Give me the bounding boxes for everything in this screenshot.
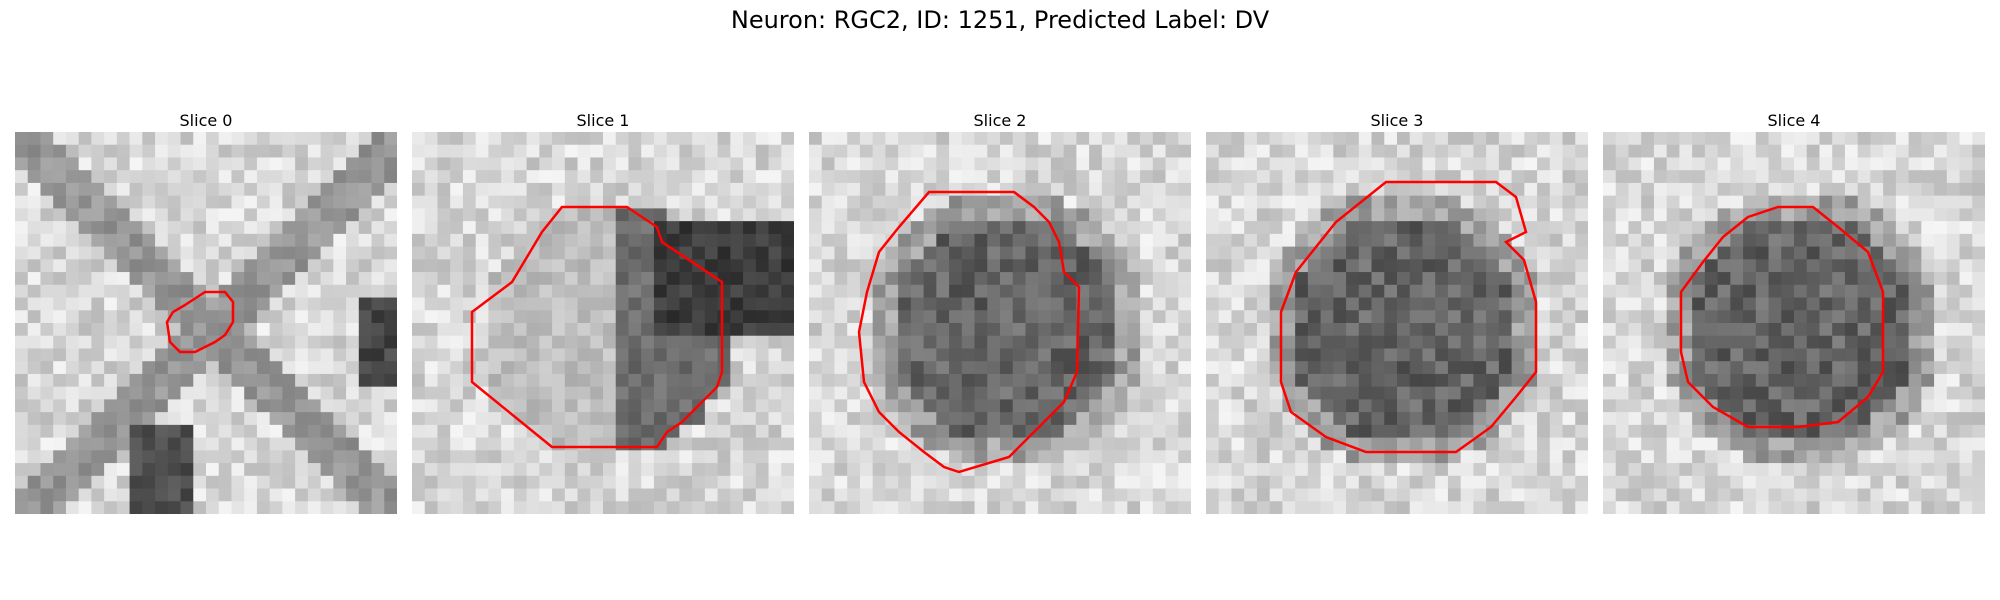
slice-title: Slice 4 [1767,111,1821,130]
slice-image [809,132,1191,514]
slice-panel: Slice 0 [15,110,397,514]
slice-panel: Slice 2 [809,110,1191,514]
contour-outline [857,190,1081,474]
slice-image [412,132,794,514]
figure-title: Neuron: RGC2, ID: 1251, Predicted Label:… [730,6,1270,34]
slice-title: Slice 1 [576,111,630,130]
slice-title: Slice 2 [973,111,1027,130]
slice-image [15,132,397,514]
slice-panel: Slice 4 [1603,110,1985,514]
contour-outline [470,205,724,449]
slice-title: Slice 3 [1370,111,1424,130]
contour-outline [165,290,235,354]
slice-image [1603,132,1985,514]
slice-title: Slice 0 [179,111,233,130]
slice-image [1206,132,1588,514]
contour-outline [1279,180,1538,454]
slice-panel: Slice 3 [1206,110,1588,514]
slice-panel: Slice 1 [412,110,794,514]
contour-outline [1679,205,1885,429]
